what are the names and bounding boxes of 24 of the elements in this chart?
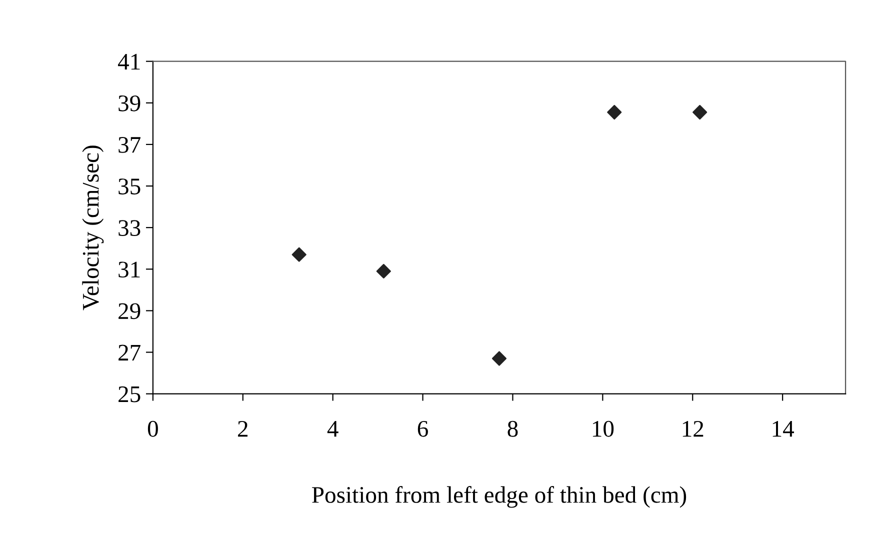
y-tick-label: 31 xyxy=(118,262,140,278)
point xyxy=(692,104,708,120)
x-tick-label: 4 xyxy=(327,421,338,437)
x-tick-label: 2 xyxy=(238,420,248,437)
point xyxy=(492,351,507,366)
x-tick-label: 12 xyxy=(682,420,704,437)
y-tick-label: 29 xyxy=(118,303,140,320)
y-tick-label: 25 xyxy=(118,386,140,402)
y-tick-label: 37 xyxy=(118,137,140,153)
x-tick-label: 14 xyxy=(772,421,794,437)
x-tick-label: 10 xyxy=(592,420,614,437)
y-tick-label: 39 xyxy=(118,95,140,112)
x-axis-title: Position from left edge of thin bed (cm) xyxy=(312,486,686,508)
y-tick-label: 35 xyxy=(118,178,140,194)
point xyxy=(292,247,306,262)
y-tick-label: 33 xyxy=(118,220,140,236)
x-tick-label: 8 xyxy=(508,420,518,437)
x-tick-label: 6 xyxy=(418,420,428,437)
y-tick-label: 27 xyxy=(118,344,140,360)
y-axis-title: Velocity (cm/sec) xyxy=(82,146,104,310)
y-tick-label: 41 xyxy=(118,54,140,70)
point xyxy=(607,104,622,120)
x-tick-label: 0 xyxy=(148,420,158,437)
point xyxy=(376,264,391,278)
